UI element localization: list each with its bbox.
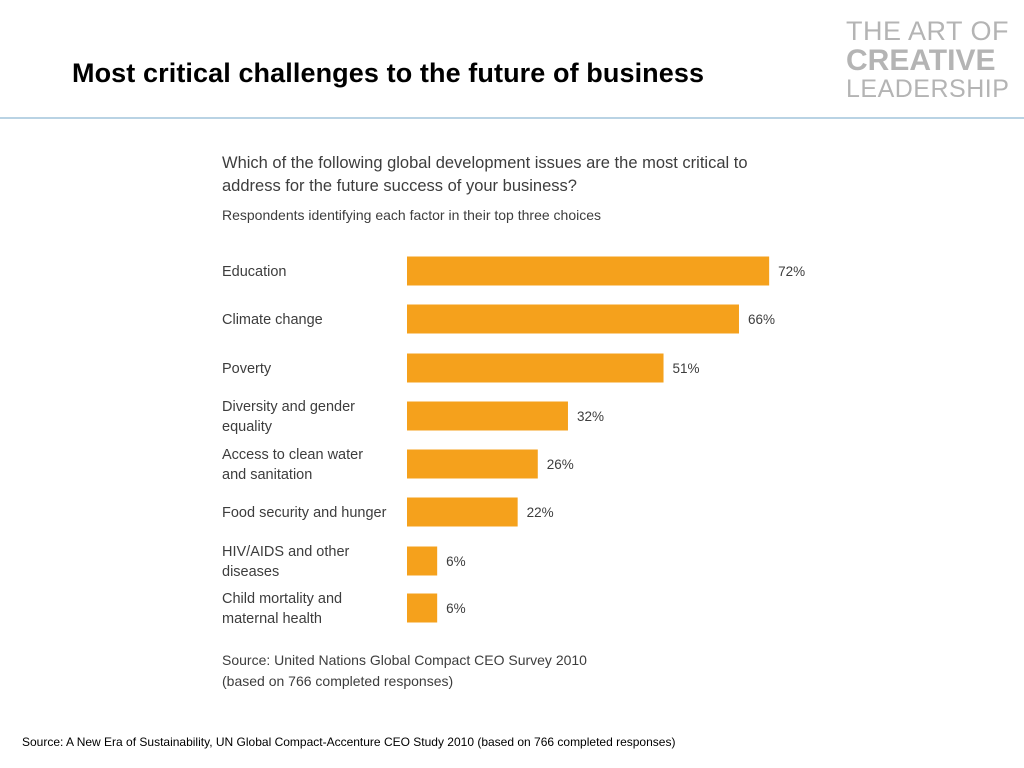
chart-source: Source: United Nations Global Compact CE… <box>222 650 587 692</box>
value-label: 6% <box>446 601 466 616</box>
logo-line-1: THE ART OF <box>846 16 1010 46</box>
category-label: HIV/AIDS and other diseases <box>222 544 350 580</box>
value-label: 72% <box>778 264 805 279</box>
bar <box>407 401 568 431</box>
value-label: 66% <box>748 312 775 327</box>
category-label: Diversity and gender equality <box>222 399 355 435</box>
category-label: Child mortality and maternal health <box>222 591 342 627</box>
footer-source: Source: A New Era of Sustainability, UN … <box>22 735 676 749</box>
bar <box>407 256 770 286</box>
chart-source-line-1: Source: United Nations Global Compact CE… <box>222 652 587 668</box>
logo-line-3: LEADERSHIP <box>846 75 1010 103</box>
bar <box>407 593 438 623</box>
bar <box>407 449 538 479</box>
chart-title: Which of the following global developmen… <box>222 154 748 195</box>
value-label: 22% <box>527 505 554 520</box>
logo-line-2: CREATIVE <box>846 44 996 77</box>
category-label: Access to clean water and sanitation <box>222 447 363 483</box>
value-label: 32% <box>577 409 604 424</box>
category-label: Education <box>222 264 287 280</box>
category-label: Climate change <box>222 312 323 328</box>
value-label: 26% <box>547 457 574 472</box>
title-divider <box>0 117 1024 119</box>
chart-subtitle: Respondents identifying each factor in t… <box>222 207 602 223</box>
bar <box>407 546 438 576</box>
chart-source-line-2: (based on 766 completed responses) <box>222 673 454 689</box>
category-label: Poverty <box>222 361 272 377</box>
value-label: 51% <box>673 361 700 376</box>
bar <box>407 304 739 334</box>
category-label: Food security and hunger <box>222 505 387 521</box>
brand-logo: THE ART OF CREATIVE LEADERSHIP <box>846 18 1009 102</box>
value-label: 6% <box>446 554 466 569</box>
bar <box>407 497 518 527</box>
slide-title: Most critical challenges to the future o… <box>72 58 705 88</box>
bar <box>407 353 664 383</box>
